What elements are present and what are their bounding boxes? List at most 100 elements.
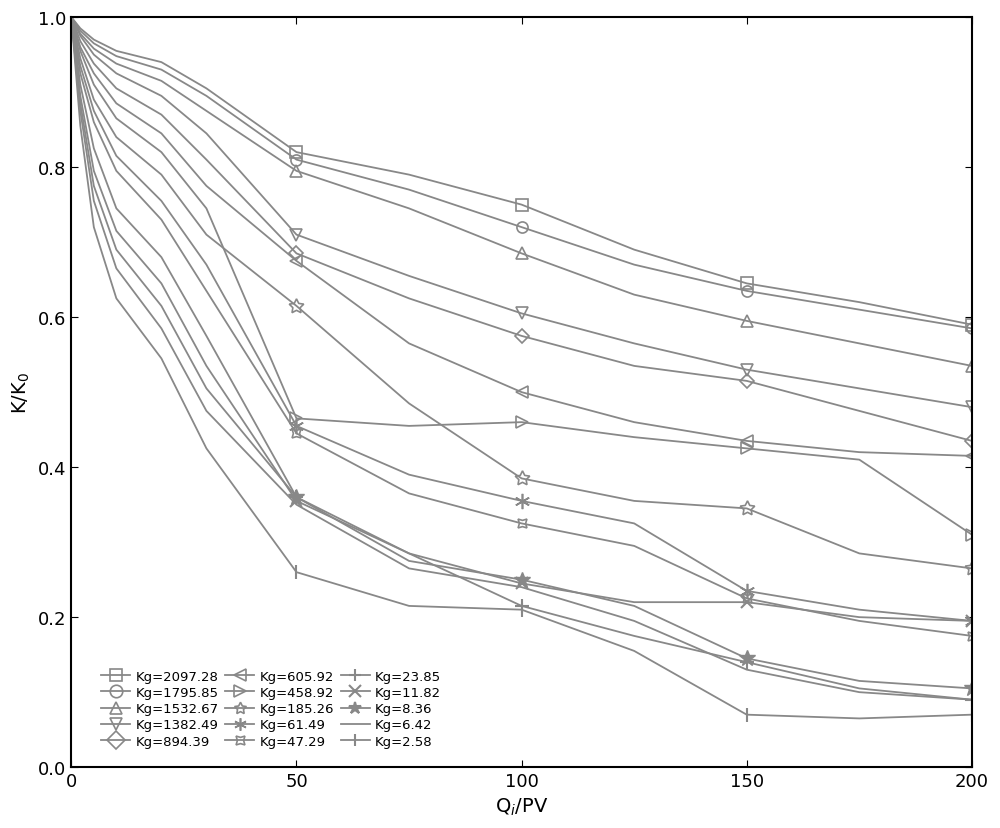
Kg=61.49 [516,496,528,506]
Kg=605.92 [403,339,415,349]
Kg=1532.67 [516,249,528,259]
Kg=185.26 [628,496,640,506]
Kg=11.82 [741,598,753,608]
Kg=458.92 [110,114,122,124]
Line: Kg=1382.49: Kg=1382.49 [66,12,977,413]
Kg=185.26 [200,230,212,240]
Kg=605.92 [853,448,865,458]
Kg=11.82 [628,598,640,608]
Kg=6.42 [628,616,640,626]
Kg=61.49 [403,470,415,480]
Kg=1382.49 [853,384,865,394]
Kg=458.92 [88,80,100,90]
Kg=61.49 [74,62,86,72]
Kg=185.26 [403,399,415,409]
Line: Kg=61.49: Kg=61.49 [64,11,980,628]
Kg=2097.28 [853,298,865,308]
Kg=23.85 [290,493,302,503]
Legend: Kg=2097.28, Kg=1795.85, Kg=1532.67, Kg=1382.49, Kg=894.39, Kg=605.92, Kg=458.92,: Kg=2097.28, Kg=1795.85, Kg=1532.67, Kg=1… [96,665,446,753]
Kg=605.92 [155,129,167,139]
Kg=1382.49 [403,272,415,282]
Kg=1532.67 [628,291,640,301]
Kg=2.58 [88,223,100,233]
Line: Kg=2.58: Kg=2.58 [64,11,979,725]
Kg=23.85 [65,13,77,23]
Kg=185.26 [74,55,86,65]
Kg=185.26 [966,564,978,574]
Kg=23.85 [741,657,753,667]
Kg=1795.85 [966,324,978,334]
Kg=894.39 [155,110,167,120]
Kg=1795.85 [853,306,865,315]
Kg=8.36 [403,556,415,566]
Line: Kg=1795.85: Kg=1795.85 [66,12,977,335]
Kg=1382.49 [200,129,212,139]
Kg=6.42 [200,407,212,416]
Kg=2.58 [200,444,212,454]
Kg=1532.67 [741,316,753,326]
Kg=458.92 [741,444,753,454]
Kg=1382.49 [628,339,640,349]
Kg=61.49 [628,519,640,529]
Kg=605.92 [290,257,302,267]
Kg=2.58 [290,567,302,577]
Kg=23.85 [155,253,167,262]
Kg=1382.49 [516,309,528,319]
Kg=23.85 [110,205,122,214]
Kg=2.58 [65,13,77,23]
Kg=2.58 [741,710,753,720]
Kg=185.26 [853,549,865,559]
Kg=2.58 [403,601,415,611]
Kg=47.29 [74,70,86,79]
Kg=2097.28 [966,320,978,330]
Kg=6.42 [110,264,122,274]
Kg=1532.67 [74,30,86,40]
Kg=185.26 [88,95,100,105]
Kg=605.92 [516,388,528,397]
Kg=61.49 [741,586,753,596]
Line: Kg=605.92: Kg=605.92 [66,12,977,462]
Kg=458.92 [966,530,978,540]
Kg=47.29 [516,519,528,529]
Kg=11.82 [155,279,167,289]
Kg=1532.67 [88,45,100,55]
Kg=47.29 [155,215,167,225]
Kg=8.36 [853,676,865,686]
Kg=894.39 [966,436,978,446]
Kg=605.92 [65,13,77,23]
Kg=1795.85 [65,13,77,23]
Kg=1795.85 [74,26,86,36]
Kg=61.49 [853,605,865,615]
Kg=2.58 [155,354,167,364]
Kg=605.92 [741,436,753,446]
Kg=1532.67 [853,339,865,349]
Kg=11.82 [290,496,302,506]
Kg=8.36 [88,181,100,191]
Kg=61.49 [155,197,167,207]
Kg=6.42 [966,695,978,705]
Kg=11.82 [966,616,978,626]
Kg=8.36 [65,13,77,23]
Kg=2097.28 [516,200,528,210]
Kg=8.36 [628,601,640,611]
Kg=894.39 [110,84,122,94]
Kg=605.92 [110,99,122,109]
Kg=894.39 [741,377,753,387]
Kg=605.92 [628,417,640,427]
Kg=47.29 [65,13,77,23]
Kg=1532.67 [110,60,122,70]
Kg=2097.28 [155,58,167,68]
Kg=1532.67 [403,205,415,214]
Kg=2.58 [966,710,978,720]
Kg=47.29 [966,631,978,641]
Kg=1795.85 [155,65,167,75]
Kg=185.26 [741,503,753,513]
Kg=605.92 [74,43,86,53]
X-axis label: Q$_i$/PV: Q$_i$/PV [495,796,548,817]
Kg=8.36 [290,493,302,503]
Line: Kg=458.92: Kg=458.92 [66,12,977,541]
Kg=1795.85 [110,52,122,62]
Kg=1382.49 [966,402,978,412]
Kg=8.36 [966,684,978,694]
Kg=458.92 [628,433,640,443]
